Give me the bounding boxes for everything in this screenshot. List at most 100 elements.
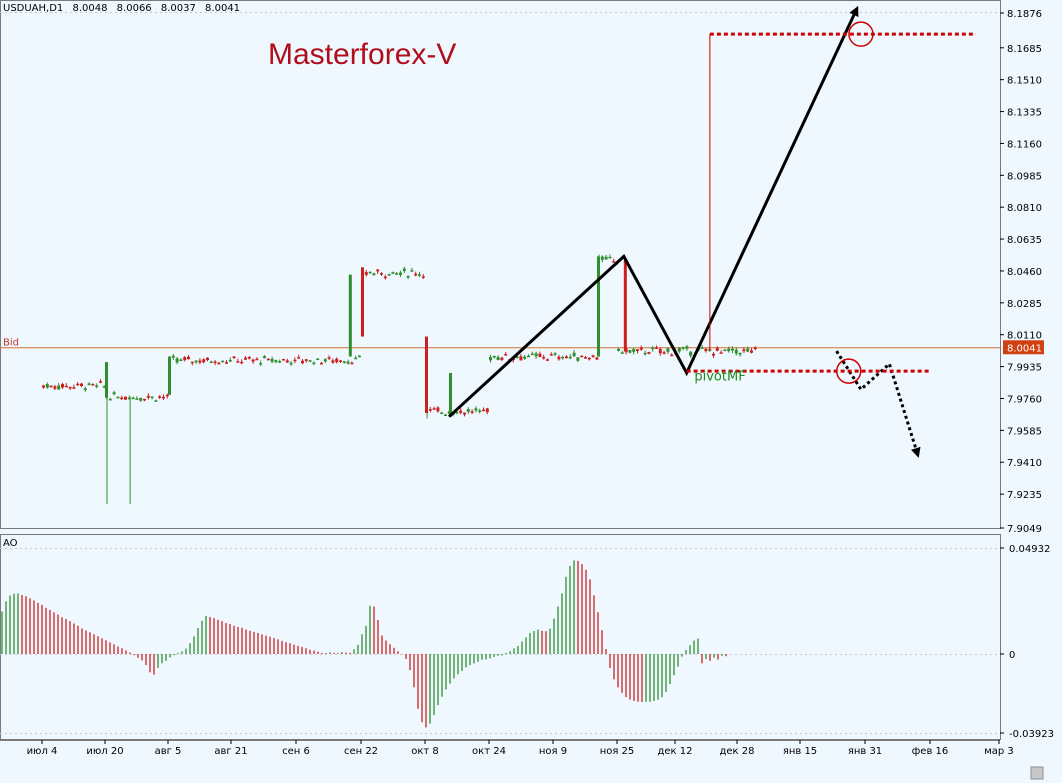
candle-body [190, 361, 194, 364]
header-low: 8.0037 [161, 3, 196, 14]
candle-body [617, 348, 620, 351]
candle-body [414, 273, 418, 276]
candle-body [168, 356, 171, 395]
candle-body [83, 388, 87, 391]
candle-body [485, 408, 489, 413]
ao-y-axis: 0.04932 0 -0.03923 [1000, 544, 1054, 740]
time-tick-label: ноя 9 [539, 746, 567, 757]
candle-body [523, 356, 527, 359]
candle-body [331, 360, 335, 363]
candle-body [742, 349, 746, 352]
candle-body [293, 359, 297, 362]
candle-body [301, 360, 304, 364]
candle-body [232, 356, 236, 359]
candle-body [312, 362, 316, 365]
price-panel[interactable] [0, 0, 1001, 529]
time-tick-label: сен 22 [344, 746, 378, 757]
candle-body [576, 357, 580, 361]
time-tick-label: дек 28 [719, 746, 754, 757]
candle-body [647, 351, 651, 354]
time-tick-label: авг 5 [155, 746, 182, 757]
candle-body [449, 372, 452, 417]
candle-body [727, 348, 731, 352]
candle-body [500, 357, 504, 360]
candle-body [179, 359, 183, 362]
candle-body [95, 385, 99, 387]
candle-body [127, 397, 131, 400]
candle-body [597, 256, 600, 357]
header-symbol: USDUAH,D1 [3, 3, 63, 14]
time-tick-label: мар 3 [984, 746, 1014, 757]
candle-body [410, 270, 414, 272]
candle-body [270, 358, 274, 362]
candle-body [418, 274, 421, 276]
candle-body [259, 363, 263, 365]
time-tick-label: окт 24 [472, 746, 506, 757]
candle-body [135, 398, 139, 400]
candle-body [255, 358, 259, 361]
candle-body [651, 347, 655, 350]
candle-body [194, 360, 198, 363]
candlestick-series [42, 254, 757, 505]
candle-body [496, 356, 500, 361]
candle-body [515, 356, 519, 359]
candle-body [376, 269, 380, 272]
candle-body [158, 396, 162, 398]
price-y-tick-label: 8.1876 [1007, 9, 1042, 20]
candle-body [587, 357, 591, 360]
candle-body [120, 397, 124, 400]
candle-body [316, 358, 320, 360]
time-tick-label: июл 4 [27, 746, 58, 757]
candle-body [428, 409, 432, 411]
candle-body [712, 353, 715, 356]
candle-body [546, 359, 549, 361]
candle-body [91, 384, 95, 386]
candle-body [604, 256, 608, 260]
candle-body [750, 350, 753, 353]
candle-body [209, 361, 213, 364]
candle-body [406, 276, 410, 278]
candle-body [719, 352, 723, 354]
candle-body [124, 396, 127, 400]
price-y-tick-label: 7.9760 [1007, 394, 1042, 405]
candle-body [492, 355, 496, 358]
candle-body [387, 274, 391, 276]
candle-body [285, 360, 289, 363]
candle-body [42, 385, 45, 388]
chart-shift-marker[interactable] [1030, 766, 1044, 780]
candle-body [700, 347, 704, 350]
candle-body [432, 408, 436, 410]
candle-body [734, 349, 738, 354]
candle-body [549, 354, 553, 356]
candle-body [150, 396, 154, 399]
candle-body [251, 359, 255, 362]
candle-body [53, 386, 57, 389]
price-y-tick-label: 8.0810 [1007, 203, 1042, 214]
candle-body [102, 386, 106, 388]
price-y-tick-label: 8.0985 [1007, 171, 1042, 182]
bid-line-group: Bid 8.0041 [0, 337, 1044, 355]
candle-body [608, 256, 612, 259]
candle-body [595, 357, 599, 360]
watermark-title: Masterforex-V [268, 38, 456, 71]
candle-body [584, 357, 587, 359]
candle-body [105, 362, 108, 397]
candle-body [289, 362, 293, 365]
candle-body [677, 348, 681, 352]
candle-body [308, 360, 312, 362]
price-y-tick-label: 8.0110 [1007, 331, 1042, 342]
symbol-header: USDUAH,D1 8.0048 8.0066 8.0037 8.0041 [3, 3, 240, 14]
candle-body [639, 347, 643, 350]
candle-body [217, 362, 221, 365]
candle-body [297, 357, 301, 359]
ao-panel[interactable] [0, 534, 1001, 740]
ao-title: AO [3, 538, 18, 549]
candle-body [225, 362, 228, 364]
candle-body [361, 267, 364, 337]
candle-body [221, 360, 225, 363]
candle-body [557, 356, 561, 360]
candle-body [482, 409, 485, 412]
candle-body [80, 383, 83, 386]
